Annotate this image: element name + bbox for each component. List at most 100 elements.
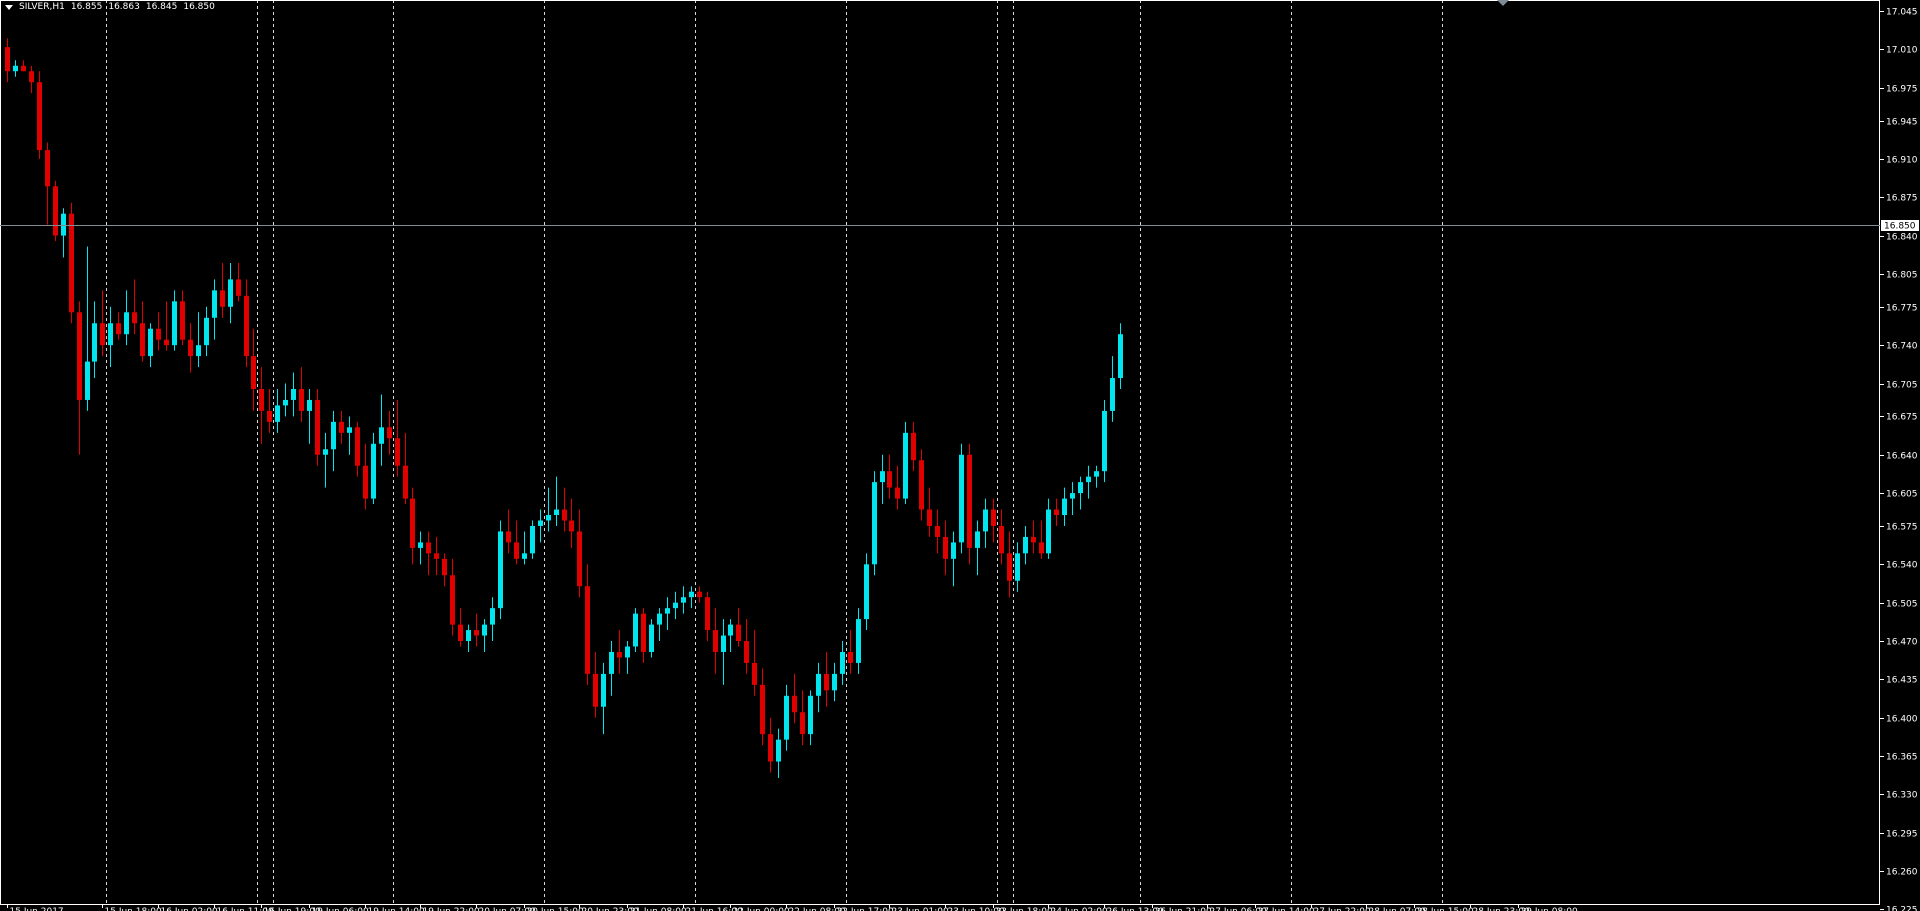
candle: [562, 487, 567, 532]
candle: [379, 394, 384, 466]
candle-body: [347, 427, 352, 433]
time-tick-label: 27 Jun 22:00: [1314, 907, 1371, 911]
candle-body: [53, 186, 58, 236]
candle: [856, 608, 861, 674]
candle-body: [1054, 509, 1059, 516]
price-tick-label: 16.640: [1886, 452, 1918, 462]
candle-body: [1039, 542, 1044, 554]
candle: [387, 410, 392, 455]
candle-body: [824, 673, 829, 691]
price-tick-label: 16.575: [1886, 523, 1918, 533]
candle: [538, 509, 543, 543]
candle: [156, 312, 161, 351]
candle-body: [864, 564, 869, 620]
candle: [593, 651, 598, 718]
candle-body: [156, 328, 161, 340]
candle-body: [426, 542, 431, 554]
candle-body: [132, 312, 137, 324]
candle-body: [577, 531, 582, 587]
candle-body: [887, 471, 892, 488]
candle: [45, 142, 50, 225]
candle: [784, 684, 789, 751]
candle-body: [1062, 498, 1067, 516]
candle-body: [522, 553, 527, 559]
candle: [5, 38, 10, 83]
candle: [132, 279, 137, 335]
candle-body: [331, 421, 336, 450]
candle: [705, 591, 710, 642]
price-tick-label: 17.010: [1886, 46, 1918, 56]
candle: [951, 531, 956, 587]
candle-body: [872, 482, 877, 565]
candle-body: [744, 641, 749, 663]
candle: [29, 65, 34, 94]
candle: [434, 536, 439, 576]
time-tick-label: 16 Jun 11:00: [217, 907, 274, 911]
candle-body: [1094, 471, 1099, 477]
candle: [983, 498, 988, 548]
candle: [69, 202, 74, 324]
candle: [1023, 525, 1028, 565]
candle-body: [61, 213, 66, 236]
candle: [522, 531, 527, 565]
candle-body: [339, 421, 344, 433]
candle-body: [1023, 536, 1028, 554]
candle-body: [490, 608, 495, 625]
candle-body: [1086, 476, 1091, 483]
candle: [1015, 542, 1020, 592]
candle-body: [37, 82, 42, 151]
candle-body: [244, 295, 249, 357]
candle: [967, 443, 972, 565]
candle: [458, 608, 463, 647]
candle-body: [617, 651, 622, 658]
candle: [665, 597, 670, 631]
price-tick-label: 16.605: [1886, 490, 1918, 500]
candle-body: [808, 695, 813, 735]
time-tick-label: 19 Jun 22:00: [423, 907, 480, 911]
candle: [307, 388, 312, 444]
price-tick-label: 16.295: [1886, 830, 1918, 840]
candle: [426, 531, 431, 576]
candle-body: [569, 520, 574, 532]
candle: [792, 673, 797, 724]
candle: [85, 246, 90, 411]
candle: [848, 630, 853, 674]
candle: [641, 608, 646, 663]
candle: [1118, 323, 1123, 389]
price-tick-label: 16.805: [1886, 271, 1918, 281]
candle-body: [800, 712, 805, 735]
symbol-timeframe: SILVER,H1: [19, 2, 65, 12]
candle: [736, 608, 741, 647]
time-tick-label: 23 Jun 18:00: [996, 907, 1053, 911]
candle-body: [212, 290, 217, 318]
candle: [418, 531, 423, 565]
candle-body: [546, 515, 551, 521]
candle: [1039, 520, 1044, 559]
candle: [92, 301, 97, 379]
candle-body: [856, 619, 861, 663]
collapse-triangle-icon[interactable]: [5, 5, 13, 10]
candle: [1070, 482, 1075, 516]
candle-body: [498, 531, 503, 609]
candle-body: [530, 525, 535, 554]
candle-body: [657, 613, 662, 625]
candle: [911, 421, 916, 472]
candle-body: [760, 684, 765, 735]
candle-body: [291, 388, 296, 400]
candle: [1046, 498, 1051, 559]
candle: [108, 306, 113, 368]
candle-body: [1007, 553, 1012, 581]
candle-body: [911, 432, 916, 461]
candle-body: [951, 542, 956, 559]
candle: [21, 60, 26, 72]
candle-body: [228, 279, 233, 307]
candle-body: [387, 427, 392, 439]
candle-body: [665, 608, 670, 614]
price-tick-label: 16.775: [1886, 304, 1918, 314]
candle-body: [307, 399, 312, 411]
candle-body: [283, 399, 288, 406]
candle: [100, 290, 105, 357]
candle: [721, 619, 726, 685]
